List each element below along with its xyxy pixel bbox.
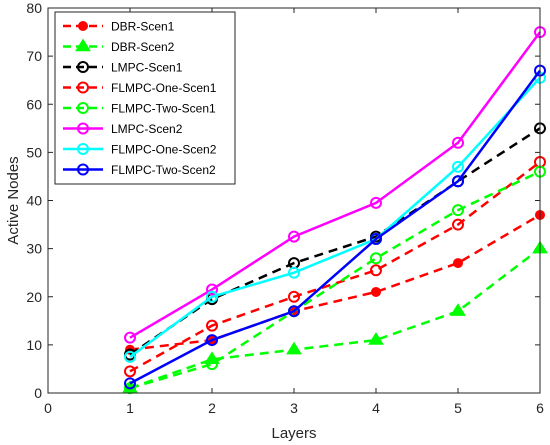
data-point <box>124 350 136 363</box>
data-point <box>452 160 464 173</box>
x-tick-label: 1 <box>126 400 134 416</box>
x-tick-label: 2 <box>208 400 216 416</box>
legend-marker <box>77 143 89 155</box>
x-tick-label: 3 <box>290 400 298 416</box>
y-tick-label: 0 <box>34 385 42 401</box>
y-tick-label: 50 <box>26 144 42 160</box>
y-tick-label: 60 <box>26 96 42 112</box>
data-point <box>286 341 302 355</box>
data-point <box>206 358 218 371</box>
data-point <box>371 286 381 297</box>
data-point <box>124 331 136 344</box>
legend-label: FLMPC-Two-Scen2 <box>111 163 216 177</box>
legend-label: DBR-Scen2 <box>111 40 175 54</box>
series-line <box>129 170 541 390</box>
y-tick-label: 40 <box>26 193 42 209</box>
legend-entry: FLMPC-Two-Scen2 <box>63 163 216 177</box>
legend-entry: DBR-Scen2 <box>63 38 175 54</box>
legend-marker <box>77 81 89 94</box>
data-point <box>288 266 300 279</box>
x-tick-label: 6 <box>536 400 544 416</box>
legend-label: DBR-Scen1 <box>111 20 175 34</box>
y-tick-label: 20 <box>26 289 42 305</box>
data-point <box>452 136 464 149</box>
x-tick-label: 4 <box>372 400 380 416</box>
series-LMPC-Scen2 <box>124 26 546 344</box>
y-axis-label: Active Nodes <box>5 156 22 244</box>
data-point <box>288 290 300 303</box>
data-point <box>206 290 218 303</box>
legend-marker <box>77 61 89 73</box>
y-tick-label: 80 <box>26 0 42 16</box>
legend-marker <box>78 21 88 31</box>
plot-frame <box>47 7 541 394</box>
data-point <box>206 319 218 332</box>
series-layer <box>122 26 548 395</box>
legend-entry: LMPC-Scen2 <box>63 122 183 136</box>
legend-entry: FLMPC-Two-Scen1 <box>63 102 216 116</box>
series-line <box>129 69 542 385</box>
series-line <box>129 127 541 356</box>
data-point <box>453 258 463 269</box>
legend-label: LMPC-Scen1 <box>111 61 183 75</box>
data-point <box>370 233 382 245</box>
data-point <box>206 283 218 296</box>
x-tick-label: 5 <box>454 400 462 416</box>
data-point <box>370 264 382 277</box>
legend-box <box>54 11 236 185</box>
legend-marker <box>75 38 91 52</box>
data-point <box>124 365 136 378</box>
series-FLMPC-One-Scen1 <box>124 156 546 378</box>
legend-marker <box>77 122 89 135</box>
x-tick-label: 0 <box>44 400 52 416</box>
y-tick-label: 70 <box>26 48 42 64</box>
data-point <box>124 377 136 390</box>
legend-marker <box>77 163 89 176</box>
legend-entry: DBR-Scen1 <box>63 20 175 34</box>
legend-label: FLMPC-Two-Scen1 <box>111 102 216 116</box>
y-tick-label: 10 <box>26 337 42 353</box>
data-point <box>368 332 384 345</box>
y-tick-label: 30 <box>26 241 42 257</box>
x-axis-label: Layers <box>271 425 316 442</box>
legend: DBR-Scen1 DBR-Scen2 LMPC-Scen1 FLMPC-One-Sc… <box>54 11 236 185</box>
legend-marker <box>77 102 89 114</box>
legend-entry: LMPC-Scen1 <box>63 61 183 75</box>
legend-entry: FLMPC-One-Scen2 <box>63 143 217 157</box>
data-point <box>452 175 464 188</box>
data-point <box>288 305 300 318</box>
data-point <box>370 252 382 265</box>
legend-label: LMPC-Scen2 <box>111 122 183 136</box>
data-point <box>452 204 464 217</box>
series-line <box>129 247 541 390</box>
series-line <box>129 161 541 373</box>
data-point <box>206 334 218 347</box>
series-line <box>129 31 542 339</box>
data-point <box>288 230 300 243</box>
series-line <box>129 76 541 358</box>
legend-label: FLMPC-One-Scen2 <box>111 143 217 157</box>
legend-entry: FLMPC-One-Scen1 <box>63 81 217 95</box>
data-point <box>450 303 466 316</box>
series-line <box>129 213 541 351</box>
legend-label: FLMPC-One-Scen1 <box>111 81 217 95</box>
data-point <box>370 196 382 209</box>
data-point <box>452 218 464 231</box>
